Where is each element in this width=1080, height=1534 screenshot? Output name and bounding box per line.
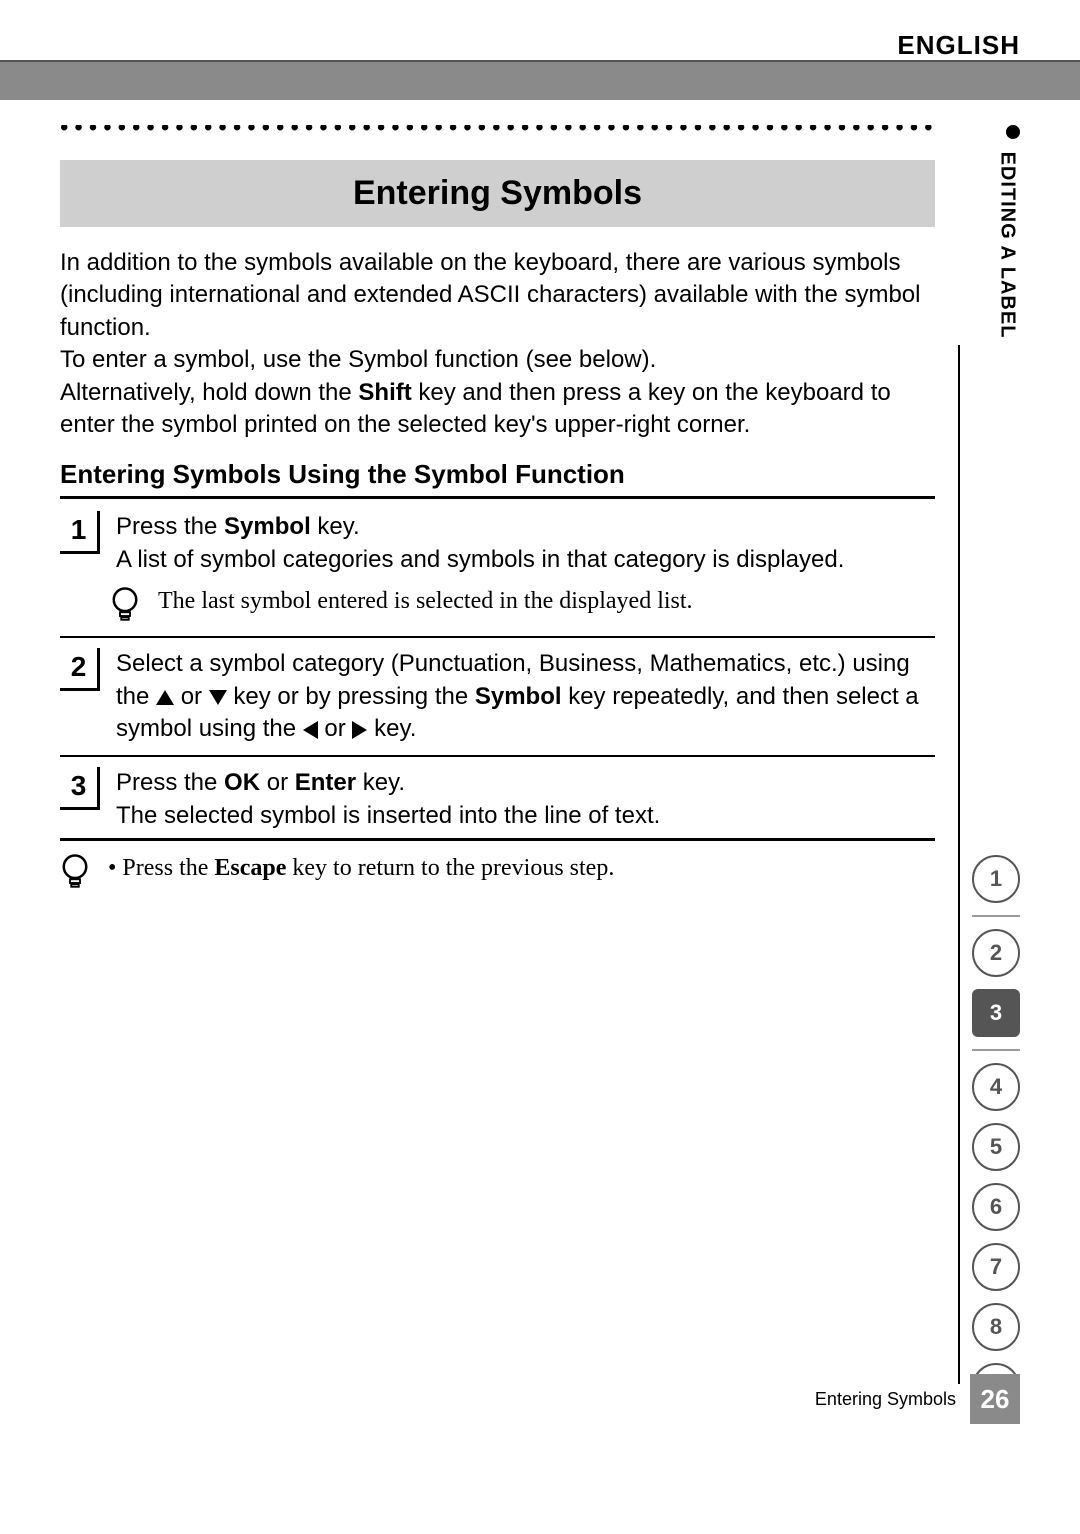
- nav-divider: [972, 915, 1020, 917]
- tip-text: • Press the Escape key to return to the …: [108, 853, 614, 884]
- intro-p1: In addition to the symbols available on …: [60, 249, 920, 341]
- step-2: 2 Select a symbol category (Punctuation,…: [60, 648, 935, 745]
- right-arrow-icon: [352, 721, 367, 739]
- step-number: 2: [60, 648, 100, 691]
- nav-divider: [972, 1049, 1020, 1051]
- rule: [60, 496, 935, 499]
- nav-section-6[interactable]: 6: [972, 1183, 1020, 1231]
- text: or: [318, 715, 353, 742]
- bold-key: OK: [224, 769, 260, 796]
- header-bar: [0, 60, 1080, 100]
- text: key.: [356, 769, 405, 796]
- intro-p2: To enter a symbol, use the Symbol functi…: [60, 346, 656, 373]
- bold-key: Symbol: [224, 513, 311, 540]
- page-footer: Entering Symbols 26: [815, 1374, 1020, 1424]
- intro-p3-pre: Alternatively, hold down the: [60, 379, 358, 406]
- nav-section-1[interactable]: 1: [972, 855, 1020, 903]
- side-tab-text: EDITING A LABEL: [997, 152, 1019, 339]
- rule: [60, 838, 935, 841]
- tip-note: The last symbol entered is selected in t…: [110, 586, 935, 626]
- step-body: Select a symbol category (Punctuation, B…: [116, 648, 935, 745]
- page-number: 26: [970, 1374, 1020, 1424]
- text: key to return to the previous step.: [286, 855, 614, 881]
- nav-section-7[interactable]: 7: [972, 1243, 1020, 1291]
- nav-section-8[interactable]: 8: [972, 1303, 1020, 1351]
- bullet-icon: [1006, 125, 1020, 139]
- intro-p3-bold: Shift: [358, 379, 411, 406]
- nav-section-3[interactable]: 3: [972, 989, 1020, 1037]
- text: key.: [311, 513, 360, 540]
- bold-key: Enter: [295, 769, 356, 796]
- text: or: [181, 683, 209, 710]
- text: A list of symbol categories and symbols …: [116, 546, 844, 573]
- step-1: 1 Press the Symbol key. A list of symbol…: [60, 511, 935, 576]
- page-content: Entering Symbols In addition to the symb…: [60, 160, 935, 893]
- footer-label: Entering Symbols: [815, 1389, 956, 1410]
- side-tab: EDITING A LABEL: [996, 125, 1020, 338]
- escape-tip: • Press the Escape key to return to the …: [60, 853, 935, 893]
- tip-text: The last symbol entered is selected in t…: [158, 586, 693, 617]
- text: Press the: [116, 513, 224, 540]
- text: Press the: [116, 769, 224, 796]
- text: key.: [367, 715, 416, 742]
- page-title: Entering Symbols: [60, 160, 935, 227]
- nav-section-4[interactable]: 4: [972, 1063, 1020, 1111]
- lightbulb-icon: [60, 853, 90, 893]
- step-number: 1: [60, 511, 100, 554]
- left-arrow-icon: [303, 721, 318, 739]
- nav-section-2[interactable]: 2: [972, 929, 1020, 977]
- intro-text: In addition to the symbols available on …: [60, 247, 935, 441]
- language-label: ENGLISH: [897, 30, 1020, 61]
- side-line: [958, 345, 960, 1384]
- lightbulb-icon: [110, 586, 140, 626]
- step-body: Press the OK or Enter key. The selected …: [116, 767, 935, 832]
- step-3: 3 Press the OK or Enter key. The selecte…: [60, 767, 935, 832]
- up-arrow-icon: [156, 690, 174, 705]
- text: or: [260, 769, 295, 796]
- step-number: 3: [60, 767, 100, 810]
- section-nav: 123456789: [972, 855, 1020, 1423]
- text: The selected symbol is inserted into the…: [116, 802, 660, 829]
- rule: [60, 755, 935, 757]
- text: key or by pressing the: [233, 683, 474, 710]
- dot-separator: ••••••••••••••••••••••••••••••••••••••••…: [60, 125, 935, 135]
- rule: [60, 636, 935, 638]
- text: • Press the: [108, 855, 214, 881]
- bold-key: Escape: [214, 855, 286, 881]
- nav-section-5[interactable]: 5: [972, 1123, 1020, 1171]
- bold-key: Symbol: [475, 683, 562, 710]
- subheading: Entering Symbols Using the Symbol Functi…: [60, 459, 935, 490]
- down-arrow-icon: [209, 690, 227, 705]
- step-body: Press the Symbol key. A list of symbol c…: [116, 511, 935, 576]
